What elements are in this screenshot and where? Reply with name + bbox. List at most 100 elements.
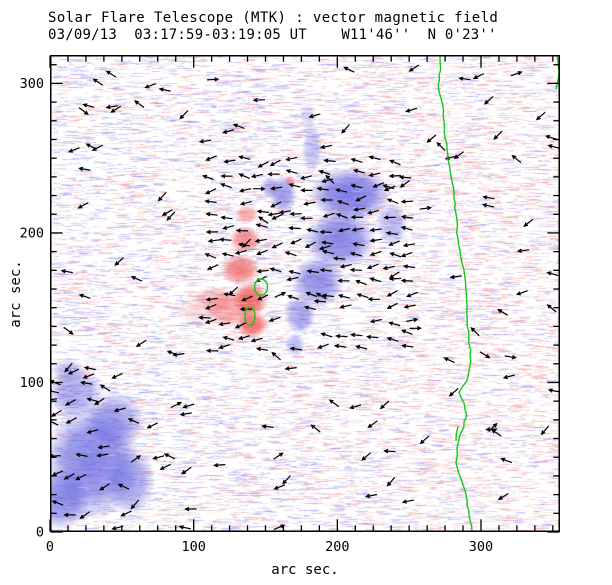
field-vector-arrow [400,225,413,231]
field-vector-arrow [96,453,109,458]
field-vector-arrow [287,294,299,300]
field-vector-arrow [130,276,143,282]
field-vector-arrow [228,286,239,296]
field-vector-arrow [372,182,385,188]
field-vector-arrow [436,141,446,152]
field-vector-arrow [282,475,291,485]
field-vector-arrow [83,365,96,371]
field-vector-arrow [399,180,411,188]
field-vector-arrow [201,174,214,181]
field-vector-arrow [364,493,378,499]
field-vector-arrow [267,171,280,177]
field-vector-arrow [366,209,380,215]
boundary-line-detached-dash [455,426,459,441]
field-vector-arrow [238,155,251,160]
field-vector-arrow [365,334,379,340]
field-vector-arrow [221,252,234,257]
field-vector-arrow [206,77,220,82]
field-vector-arrow [290,238,302,245]
y-tick-label: 200 [20,225,44,241]
field-vector-arrow [152,455,165,460]
field-vector-arrow [400,199,414,204]
field-vector-arrow [389,252,402,258]
field-vector-arrow [205,297,218,302]
field-vector-arrow [269,159,281,167]
field-vector-arrow [403,304,416,309]
field-vector-arrow [127,418,140,424]
field-vector-arrow [219,183,232,189]
field-vector-arrow [250,173,264,179]
x-tick-label: 0 [46,539,54,555]
field-vector-arrow [300,188,313,193]
field-vector-arrow [79,380,93,386]
field-vector-arrow [389,159,401,166]
field-vector-arrow [470,327,480,337]
field-vector-arrow [328,399,340,408]
field-vector-arrow [220,173,233,179]
field-vector-arrow [222,225,235,230]
field-vector-arrow [242,238,252,248]
field-vector-arrow [63,512,76,518]
field-vector-arrow [383,448,396,454]
field-vector-arrow [483,95,494,105]
field-vector-arrow [349,267,363,273]
field-vector-arrow [319,267,332,273]
field-vector-arrow [382,265,395,271]
field-vector-arrow [286,276,299,282]
field-vector-arrow [367,420,378,428]
field-vector-arrow [256,294,269,301]
field-vector-arrow [130,499,140,510]
field-vector-arrow [335,213,348,219]
field-vector-arrow [339,304,352,309]
field-vector-arrow [50,398,58,401]
field-vector-arrow [86,429,99,434]
field-vector-arrow [388,321,401,327]
field-vector-arrow [547,388,560,393]
field-vector-arrow [369,238,382,243]
field-vector-arrow [239,200,252,206]
field-vector-arrow [198,315,211,320]
x-tick-label: 300 [469,539,493,555]
field-vector-arrow [111,372,123,379]
field-vector-arrow [355,195,367,202]
field-vector-arrow [271,351,281,361]
field-vector-arrow [117,483,130,490]
field-vector-arrow [51,470,64,476]
field-vector-arrow [426,134,437,143]
field-vector-arrow [319,144,333,150]
field-vector-arrow [337,227,351,233]
field-vector-arrow [321,293,335,298]
field-vector-arrow [321,249,335,255]
field-vector-arrow [205,348,219,353]
field-vector-arrow [472,72,485,79]
field-vector-arrow [223,159,236,164]
field-vector-arrow [449,274,462,280]
y-axis-title: arc sec. [8,260,24,328]
field-vector-arrow [547,144,560,149]
field-vector-arrow [271,242,283,249]
field-vector-arrow [544,134,557,140]
field-vector-arrow [74,473,87,481]
field-vector-arrow [402,264,416,269]
field-vector-arrow [159,463,171,470]
field-vector-arrow [218,237,232,242]
field-vector-arrow [99,483,110,491]
field-vector-arrow [258,216,269,224]
flare-kernel-contours [244,278,269,326]
field-vector-arrow [318,169,331,176]
field-vector-arrow [113,407,126,413]
field-vector-arrow [535,111,546,121]
plot-border [50,55,560,532]
field-vector-arrow [60,269,73,274]
field-vector-arrow [198,139,212,144]
field-vector-arrow [135,339,147,348]
field-vector-arrow [204,318,217,324]
field-vector-arrow [65,417,77,424]
field-vector-arrow [388,173,402,179]
field-vector-arrow [273,452,284,460]
field-vector-arrow [130,455,142,463]
field-vector-arrow [50,409,62,417]
field-vector-arrow [369,250,382,256]
field-vector-arrow [493,130,503,140]
